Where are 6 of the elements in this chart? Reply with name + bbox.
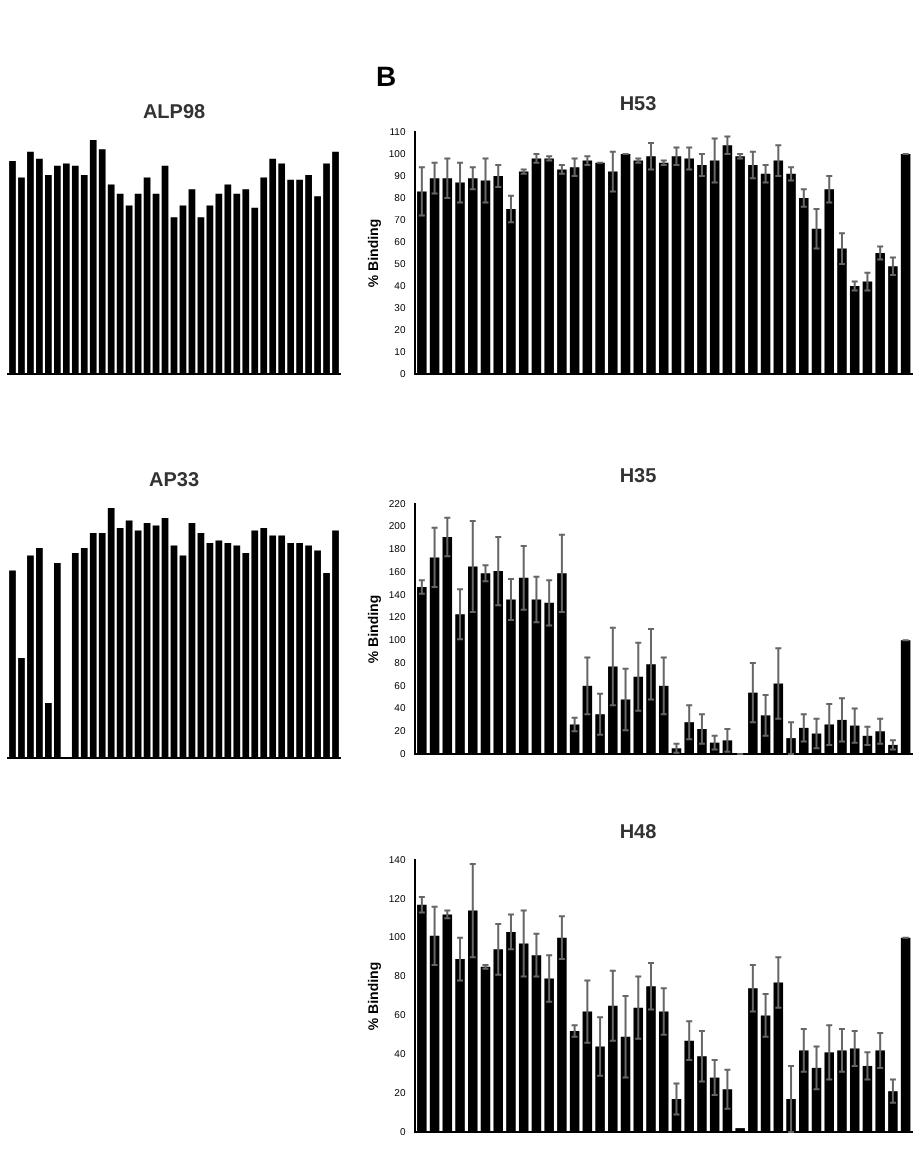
chart-title: ALP98 [142,101,206,124]
chart-title: H53 [619,93,658,116]
text: B [376,59,397,92]
chart-title: H35 [619,465,658,488]
chart-title: AP33 [148,469,200,492]
chart-title: H48 [619,821,658,844]
